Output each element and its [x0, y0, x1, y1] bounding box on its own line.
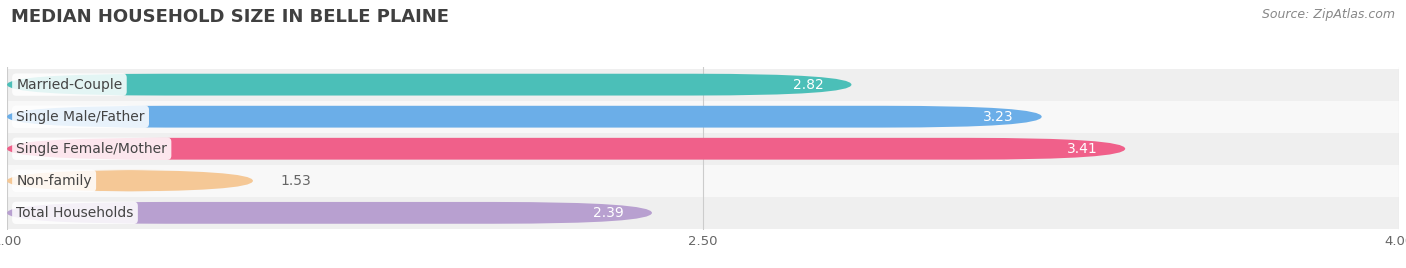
Text: 1.53: 1.53 [281, 174, 312, 188]
FancyBboxPatch shape [7, 165, 1399, 197]
FancyBboxPatch shape [7, 197, 1399, 229]
FancyBboxPatch shape [7, 69, 1399, 101]
FancyBboxPatch shape [7, 106, 1042, 128]
Text: Single Female/Mother: Single Female/Mother [17, 142, 167, 156]
Text: 2.39: 2.39 [593, 206, 624, 220]
FancyBboxPatch shape [7, 74, 852, 95]
FancyBboxPatch shape [7, 170, 253, 192]
FancyBboxPatch shape [7, 202, 652, 224]
Text: 3.41: 3.41 [1067, 142, 1098, 156]
Text: Source: ZipAtlas.com: Source: ZipAtlas.com [1261, 8, 1395, 21]
Text: Married-Couple: Married-Couple [17, 78, 122, 92]
Text: MEDIAN HOUSEHOLD SIZE IN BELLE PLAINE: MEDIAN HOUSEHOLD SIZE IN BELLE PLAINE [11, 8, 450, 26]
FancyBboxPatch shape [7, 133, 1399, 165]
Text: Single Male/Father: Single Male/Father [17, 110, 145, 124]
Text: 3.23: 3.23 [983, 110, 1014, 124]
FancyBboxPatch shape [7, 101, 1399, 133]
Text: Total Households: Total Households [17, 206, 134, 220]
Text: Non-family: Non-family [17, 174, 91, 188]
FancyBboxPatch shape [7, 138, 1125, 160]
Text: 2.82: 2.82 [793, 78, 824, 92]
